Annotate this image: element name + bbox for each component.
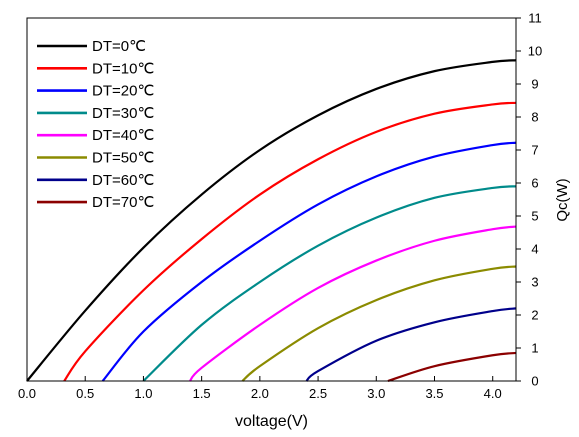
legend-label: DT=10℃ <box>92 60 154 77</box>
series-layer <box>26 59 517 383</box>
y-tick-label: 4 <box>531 242 538 257</box>
legend-label: DT=0℃ <box>92 38 146 55</box>
x-axis-label: voltage(V) <box>235 413 308 430</box>
legend-label: DT=60℃ <box>92 172 154 189</box>
y-tick-label: 8 <box>531 110 538 125</box>
y-tick-label: 5 <box>531 209 538 224</box>
plot-area-frame <box>26 17 517 382</box>
y-tick-label: 9 <box>531 77 538 92</box>
y-tick-label: 11 <box>528 11 542 26</box>
series-line-3 <box>142 185 517 382</box>
x-tick-label: 2.0 <box>251 386 269 401</box>
y-tick-label: 3 <box>531 275 538 290</box>
series-line-0 <box>26 59 517 382</box>
x-tick-label: 1.0 <box>134 386 152 401</box>
x-tick-label: 0.5 <box>76 386 94 401</box>
series-line-2 <box>101 141 517 382</box>
y-tick-label: 1 <box>531 341 538 356</box>
series-line-7 <box>387 351 517 383</box>
y-axis-label: Qc(W) <box>554 178 571 221</box>
y-axis-ticks: 0 1 2 3 4 5 6 7 8 9 10 11 <box>516 11 542 389</box>
legend-label: DT=30℃ <box>92 105 154 122</box>
y-tick-label: 2 <box>531 308 538 323</box>
legend-label: DT=70℃ <box>92 194 154 211</box>
legend-label: DT=50℃ <box>92 150 154 167</box>
x-tick-label: 0.0 <box>18 386 36 401</box>
y-tick-label: 7 <box>531 143 538 158</box>
series-line-1 <box>63 101 517 382</box>
series-line-6 <box>305 307 517 382</box>
x-axis-ticks: 0.0 0.5 1.0 1.5 2.0 2.5 3.0 3.5 4.0 <box>18 376 502 401</box>
x-tick-label: 3.5 <box>425 386 443 401</box>
series-line-5 <box>241 265 517 382</box>
legend-label: DT=20℃ <box>92 83 154 100</box>
legend: DT=0℃ DT=10℃ DT=20℃ DT=30℃ DT=40℃ DT=50℃ DT=60… <box>37 38 154 211</box>
x-tick-label: 2.5 <box>309 386 327 401</box>
x-tick-label: 4.0 <box>484 386 502 401</box>
x-tick-label: 1.5 <box>193 386 211 401</box>
y-tick-label: 10 <box>528 44 542 59</box>
y-tick-label: 0 <box>531 374 538 389</box>
y-tick-label: 6 <box>531 176 538 191</box>
x-tick-label: 3.0 <box>367 386 385 401</box>
series-line-4 <box>189 225 517 382</box>
legend-label: DT=40℃ <box>92 127 154 144</box>
